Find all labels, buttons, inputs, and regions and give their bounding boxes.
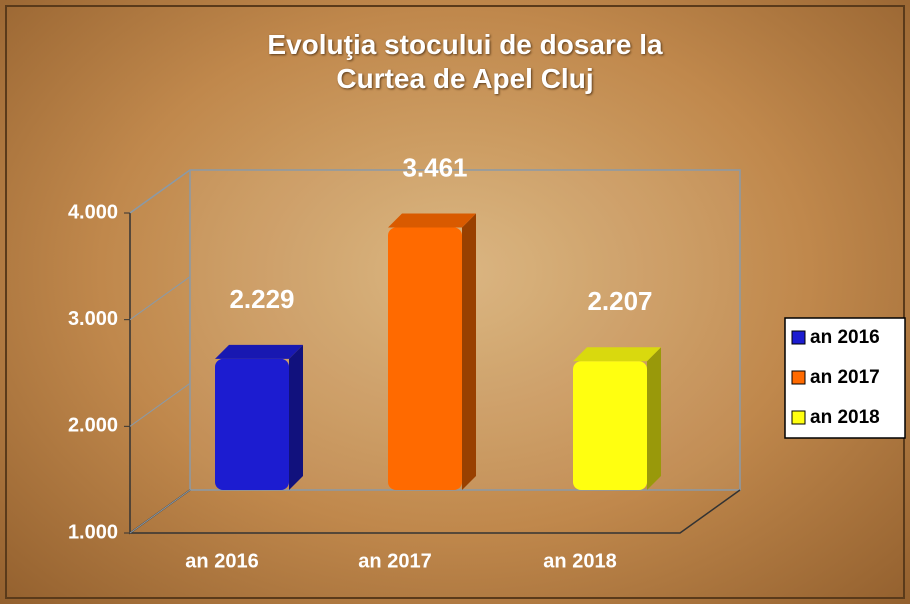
bar (573, 361, 647, 490)
grid-line (130, 490, 190, 533)
grid-line (130, 170, 190, 213)
grid-line (130, 277, 190, 320)
legend-swatch (792, 331, 805, 344)
floor (130, 490, 740, 533)
y-tick-label: 2.000 (68, 415, 118, 437)
bar-top (388, 213, 476, 227)
bar-side (647, 347, 661, 490)
y-axis (130, 213, 190, 533)
legend-swatch (792, 411, 805, 424)
x-tick-label: an 2017 (358, 550, 431, 572)
value-label: 2.229 (229, 284, 294, 314)
legend-swatch (792, 371, 805, 384)
legend-label: an 2016 (810, 327, 880, 348)
legend-label: an 2018 (810, 407, 880, 428)
bar (215, 359, 289, 490)
value-label: 3.461 (402, 152, 467, 182)
y-tick-label: 3.000 (68, 308, 118, 330)
x-tick-label: an 2018 (543, 550, 616, 572)
bar-side (289, 345, 303, 490)
bar-top (573, 347, 661, 361)
bar (388, 227, 462, 490)
bar-side (462, 213, 476, 490)
bar-top (215, 345, 303, 359)
grid-line (130, 383, 190, 426)
y-tick-label: 1.000 (68, 521, 118, 543)
chart-background: 1.000 2.000 3.000 4.000 an 2016 2.229 an 2017 3… (0, 0, 910, 604)
value-label: 2.207 (587, 286, 652, 316)
y-tick-label: 4.000 (68, 201, 118, 223)
legend-label: an 2017 (810, 367, 880, 388)
chart-title: Evoluţia stocului de dosare la Curtea de… (235, 28, 695, 96)
x-tick-label: an 2016 (185, 550, 258, 572)
